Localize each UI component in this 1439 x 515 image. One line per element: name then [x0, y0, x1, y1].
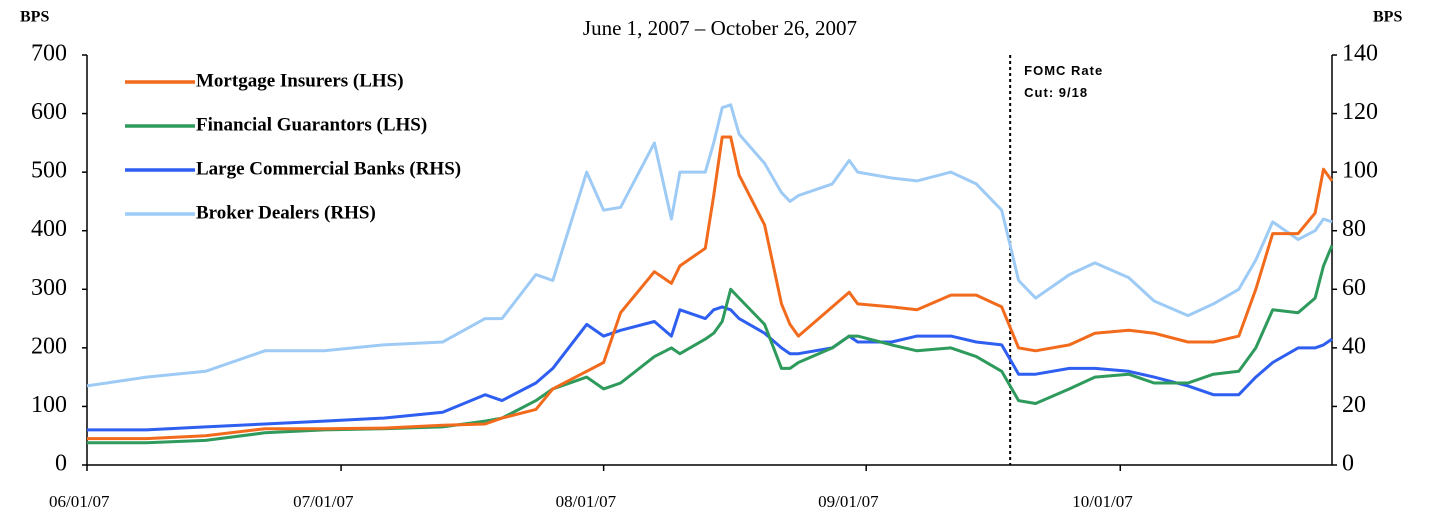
- y-axis-label: BPS: [20, 9, 49, 26]
- x-tick-label: 08/01/07: [556, 492, 617, 511]
- y2-tick-label: 60: [1342, 275, 1366, 301]
- x-tick-label: 07/01/07: [293, 492, 354, 511]
- y-tick-label: 700: [31, 41, 67, 67]
- y-tick-label: 200: [31, 333, 67, 359]
- series-line: [87, 244, 1334, 445]
- y-tick-label: 400: [31, 216, 67, 242]
- x-tick-label: 06/01/07: [49, 492, 110, 511]
- annotation-text: FOMC Rate: [1024, 63, 1103, 78]
- y2-tick-label: 100: [1342, 158, 1378, 184]
- y2-tick-label: 80: [1342, 216, 1366, 242]
- y2-tick-label: 140: [1342, 41, 1378, 67]
- y-tick-label: 0: [55, 451, 67, 477]
- y2-axis-label: BPS: [1373, 9, 1402, 26]
- y-tick-label: 500: [31, 158, 67, 184]
- legend-label: Large Commercial Banks (RHS): [196, 158, 461, 179]
- y-tick-label: 300: [31, 275, 67, 301]
- x-tick-label: 09/01/07: [818, 492, 879, 511]
- legend-label: Broker Dealers (RHS): [196, 202, 376, 223]
- legend-label: Financial Guarantors (LHS): [196, 114, 427, 135]
- series-line: [86, 103, 1333, 388]
- series-line: [87, 135, 1334, 441]
- y2-tick-label: 20: [1342, 392, 1366, 418]
- legend-label: Mortgage Insurers (LHS): [196, 70, 404, 91]
- y2-tick-label: 120: [1342, 99, 1378, 125]
- y2-tick-label: 0: [1342, 451, 1354, 477]
- chart-subtitle: June 1, 2007 – October 26, 2007: [583, 16, 857, 40]
- series-line: [87, 305, 1333, 432]
- y-tick-label: 100: [31, 392, 67, 418]
- y-tick-label: 600: [31, 99, 67, 125]
- x-tick-label: 10/01/07: [1072, 492, 1133, 511]
- y2-tick-label: 40: [1342, 333, 1366, 359]
- annotation-text: Cut: 9/18: [1024, 85, 1088, 100]
